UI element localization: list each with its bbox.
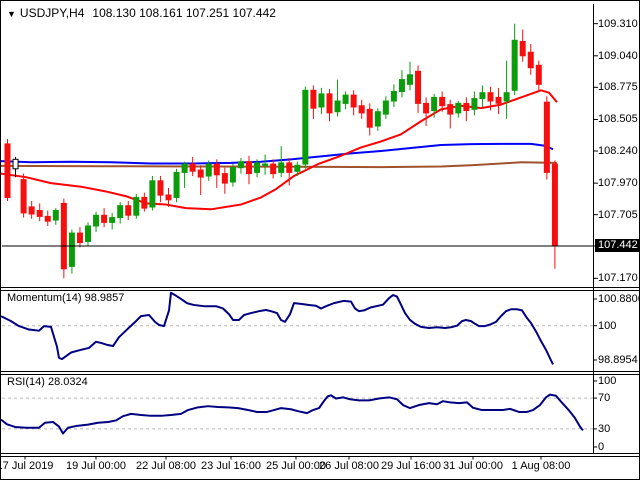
candle bbox=[278, 162, 285, 173]
candle bbox=[28, 206, 35, 215]
candle bbox=[205, 163, 212, 177]
candle bbox=[93, 214, 100, 227]
candle bbox=[326, 93, 333, 114]
candle bbox=[286, 162, 293, 173]
candle bbox=[495, 96, 502, 104]
candle bbox=[294, 164, 301, 172]
candle bbox=[487, 92, 494, 102]
candle bbox=[551, 163, 558, 247]
candle bbox=[85, 225, 91, 242]
candle bbox=[358, 105, 365, 114]
candle bbox=[221, 173, 228, 184]
candle bbox=[189, 163, 196, 172]
candle bbox=[439, 96, 446, 107]
candle bbox=[423, 102, 430, 114]
momentum-value: 98.9857 bbox=[84, 292, 125, 304]
rsi-value: 28.0324 bbox=[47, 376, 88, 388]
candle bbox=[157, 180, 164, 196]
candle bbox=[197, 169, 204, 178]
momentum-line bbox=[1, 291, 554, 365]
candle bbox=[254, 162, 261, 173]
candle bbox=[447, 104, 454, 115]
candle bbox=[519, 41, 526, 57]
candle bbox=[101, 214, 108, 223]
candle bbox=[109, 217, 116, 223]
candle bbox=[270, 163, 277, 175]
candle bbox=[141, 196, 148, 209]
chart-title-bar: ▼ USDJPY,H4 108.130 108.161 107.251 107.44… bbox=[7, 6, 276, 20]
candle bbox=[398, 79, 405, 92]
candle bbox=[36, 210, 43, 217]
candle bbox=[173, 171, 180, 198]
candle bbox=[310, 89, 317, 109]
momentum-name: Momentum(14) bbox=[7, 292, 82, 304]
candle bbox=[117, 205, 124, 219]
symbol-period-label: USDJPY,H4 bbox=[19, 6, 85, 20]
candle bbox=[52, 210, 59, 221]
candle bbox=[44, 215, 51, 222]
momentum-indicator-label: Momentum(14) 98.9857 bbox=[7, 292, 124, 304]
ma-brown-line bbox=[1, 161, 558, 169]
candle bbox=[229, 167, 236, 183]
candle bbox=[342, 94, 349, 104]
candle bbox=[543, 101, 550, 173]
candle bbox=[60, 202, 67, 270]
candle bbox=[246, 161, 252, 175]
candle bbox=[334, 100, 341, 113]
candle bbox=[471, 98, 478, 110]
ohlc-readout: 108.130 108.161 107.251 107.442 bbox=[92, 6, 276, 20]
candle bbox=[165, 194, 172, 201]
candle bbox=[12, 158, 19, 170]
candle bbox=[382, 100, 389, 115]
candle bbox=[133, 196, 140, 216]
ma-blue-line bbox=[1, 142, 554, 165]
candle bbox=[479, 92, 486, 100]
candle bbox=[503, 92, 510, 102]
collapse-chart-icon[interactable]: ▼ bbox=[7, 9, 16, 19]
candle bbox=[4, 143, 11, 198]
candle bbox=[407, 74, 413, 85]
candle bbox=[374, 111, 381, 127]
candle bbox=[68, 232, 75, 267]
candle bbox=[527, 51, 534, 69]
candle bbox=[149, 180, 156, 208]
candle bbox=[318, 93, 325, 108]
candle bbox=[213, 163, 220, 176]
candle bbox=[431, 96, 438, 112]
candle bbox=[181, 163, 188, 173]
candle bbox=[366, 108, 373, 128]
rsi-indicator-label: RSI(14) 28.0324 bbox=[7, 376, 88, 388]
candle bbox=[390, 91, 397, 102]
candle bbox=[455, 102, 462, 114]
candle bbox=[350, 94, 357, 108]
candle bbox=[237, 161, 244, 169]
candle bbox=[20, 179, 27, 214]
candle bbox=[125, 205, 132, 216]
rsi-line bbox=[1, 393, 584, 435]
candle bbox=[415, 70, 422, 104]
candle bbox=[463, 102, 470, 112]
candle bbox=[262, 163, 269, 166]
candles-layer bbox=[4, 23, 558, 279]
candle bbox=[511, 39, 518, 91]
candle bbox=[76, 232, 83, 244]
candle bbox=[302, 89, 309, 165]
candle bbox=[535, 64, 542, 85]
rsi-name: RSI(14) bbox=[7, 376, 45, 388]
